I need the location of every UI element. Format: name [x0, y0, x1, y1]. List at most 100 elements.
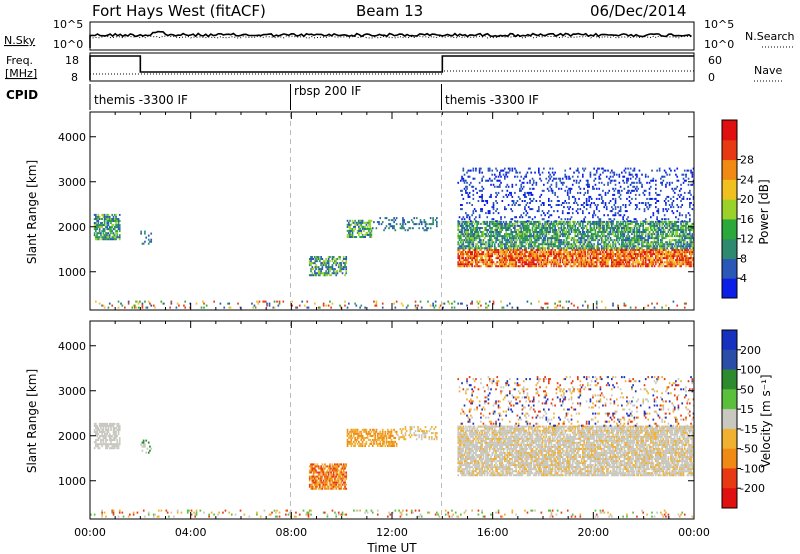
echo-cell: [519, 253, 521, 256]
echo-cell: [580, 227, 583, 230]
echo-cell: [486, 249, 489, 252]
echo-cell: [486, 222, 489, 225]
echo-cell: [686, 245, 689, 248]
echo-cell: [460, 233, 462, 236]
echo-cell: [628, 253, 631, 256]
echo-cell: [373, 221, 375, 224]
echo-cell: [312, 262, 315, 265]
echo-cell: [346, 233, 349, 236]
echo-cell: [496, 249, 499, 252]
echo-cell: [451, 302, 453, 305]
echo-cell: [653, 233, 656, 236]
echo-cell: [272, 306, 275, 309]
echo-cell: [509, 253, 511, 256]
echo-cell: [471, 224, 473, 227]
echo-cell: [524, 251, 526, 254]
echo-cell: [471, 255, 473, 258]
echo-cell: [604, 245, 607, 248]
echo-cell: [675, 224, 677, 227]
echo-cell: [525, 239, 528, 242]
echo-cell: [621, 229, 623, 232]
echo-cell: [463, 263, 466, 266]
echo-cell: [667, 261, 670, 264]
echo-cell: [529, 257, 531, 260]
echo-cell: [589, 224, 592, 227]
echo-cell: [458, 261, 461, 264]
echo-cell: [370, 229, 373, 232]
echo-cell: [563, 261, 565, 264]
echo-cell: [107, 228, 110, 231]
echo-cell: [546, 231, 549, 234]
echo-cell: [475, 247, 477, 250]
echo-cell: [460, 247, 462, 250]
echo-cell: [648, 247, 651, 250]
echo-cell: [555, 263, 558, 266]
echo-cell: [550, 187, 553, 190]
echo-cell: [467, 265, 470, 268]
echo-cell: [644, 241, 647, 244]
echo-cell: [579, 255, 582, 258]
echo-cell: [633, 249, 636, 252]
echo-cell: [594, 237, 597, 240]
echo-cell: [487, 167, 490, 170]
echo-cell: [597, 222, 599, 225]
echo-cell: [658, 220, 661, 223]
echo-cell: [145, 236, 148, 239]
echo-cell: [152, 304, 155, 307]
echo-cell: [534, 255, 536, 258]
echo-cell: [575, 241, 578, 244]
echo-cell: [310, 258, 312, 261]
echo-cell: [642, 202, 645, 205]
echo-cell: [490, 265, 492, 268]
echo-cell: [110, 238, 112, 241]
echo-cell: [515, 229, 517, 232]
echo-cell: [605, 261, 608, 264]
echo-cell: [492, 212, 495, 215]
echo-cell: [588, 200, 590, 203]
echo-cell: [658, 222, 661, 225]
echo-cell: [467, 237, 470, 240]
echo-cell: [626, 218, 628, 221]
echo-cell: [472, 261, 475, 264]
echo-cell: [648, 263, 651, 266]
echo-cell: [369, 236, 372, 239]
echo-cell: [268, 304, 271, 307]
echo-cell: [480, 167, 482, 170]
echo-cell: [685, 249, 687, 252]
echo-cell: [613, 179, 616, 182]
echo-cell: [613, 253, 616, 256]
echo-cell: [317, 258, 320, 261]
echo-cell: [667, 208, 670, 211]
echo-cell: [282, 300, 285, 303]
echo-cell: [550, 261, 553, 264]
echo-cell: [652, 241, 655, 244]
echo-cell: [458, 255, 461, 258]
echo-cell: [655, 229, 657, 232]
echo-cell: [672, 255, 675, 258]
echo-cell: [111, 304, 114, 307]
echo-cell: [563, 233, 565, 236]
echo-cell: [509, 255, 511, 258]
echo-cell: [582, 204, 584, 207]
echo-cell: [536, 239, 539, 242]
echo-cell: [137, 302, 140, 305]
echo-cell: [691, 259, 694, 262]
echo-cell: [257, 302, 260, 305]
echo-cell: [368, 219, 370, 222]
echo-cell: [524, 245, 526, 248]
echo-cell: [644, 220, 647, 223]
echo-cell: [612, 251, 614, 254]
echo-cell: [500, 253, 502, 256]
echo-cell: [634, 241, 637, 244]
echo-cell: [656, 245, 658, 248]
echo-cell: [641, 247, 643, 250]
echo-cell: [460, 231, 462, 234]
echo-cell: [647, 243, 650, 246]
noise-tick-right-bottom: 10^0: [704, 38, 734, 51]
echo-cell: [538, 210, 540, 213]
echo-cell: [346, 219, 349, 222]
echo-cell: [623, 224, 626, 227]
echo-cell: [561, 306, 564, 309]
echo-cell: [466, 251, 468, 254]
echo-cell: [600, 249, 603, 252]
